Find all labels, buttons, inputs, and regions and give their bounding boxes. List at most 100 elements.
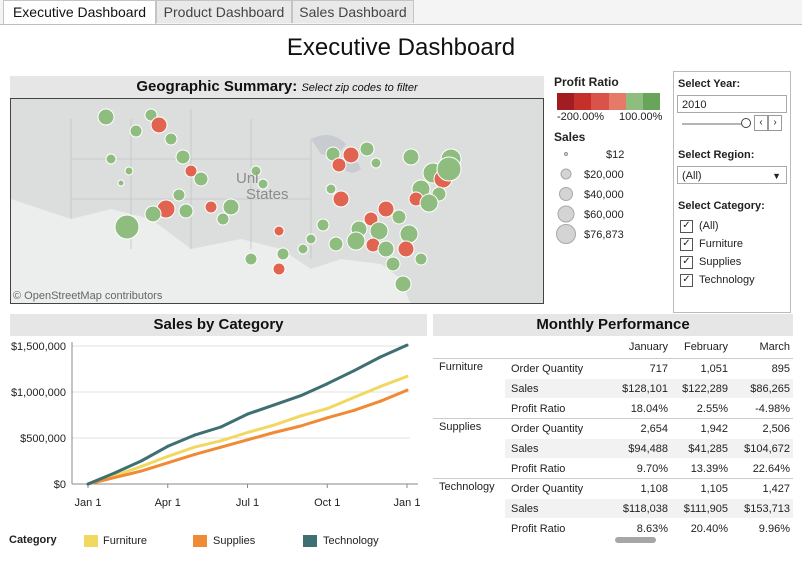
tab-executive-dashboard[interactable]: Executive Dashboard [3, 0, 156, 24]
data-point-supplies[interactable] [378, 399, 382, 403]
zip-bubble[interactable] [97, 108, 115, 126]
zip-bubble[interactable] [129, 124, 143, 138]
prev-year-button[interactable]: ‹ [754, 115, 768, 131]
zip-bubble[interactable] [399, 224, 419, 244]
year-input[interactable]: 2010 [677, 95, 787, 113]
supplies-swatch[interactable] [193, 535, 207, 547]
category-option-supplies[interactable]: ✓ Supplies [680, 253, 755, 271]
data-point-supplies[interactable] [166, 461, 170, 465]
data-point-technology[interactable] [246, 412, 249, 416]
data-point-supplies[interactable] [139, 469, 143, 473]
zip-bubble[interactable] [436, 156, 462, 182]
zip-bubble[interactable] [144, 108, 158, 122]
category-option-furniture[interactable]: ✓ Furniture [680, 235, 755, 253]
data-point-technology[interactable] [325, 382, 329, 386]
zip-bubble[interactable] [297, 243, 309, 255]
data-point-furniture[interactable] [299, 414, 303, 418]
zip-bubble[interactable] [385, 256, 401, 272]
data-point-supplies[interactable] [272, 430, 276, 434]
zip-bubble[interactable] [419, 193, 439, 213]
zip-bubble[interactable] [272, 262, 286, 276]
category-option-technology[interactable]: ✓ Technology [680, 271, 755, 289]
map-view[interactable]: Uni States © OpenStreetMap contributors [10, 98, 544, 304]
technology-swatch[interactable] [303, 535, 317, 547]
zip-bubble[interactable] [250, 165, 262, 177]
data-point-technology[interactable] [378, 355, 382, 359]
data-point-technology[interactable] [405, 343, 409, 347]
data-point-furniture[interactable] [325, 407, 329, 411]
data-point-supplies[interactable] [405, 388, 409, 392]
zip-bubble[interactable] [328, 236, 344, 252]
profit-ramp-swatch[interactable] [557, 93, 575, 110]
map-attribution[interactable]: © OpenStreetMap contributors [13, 290, 163, 302]
zip-bubble[interactable] [397, 240, 415, 258]
year-slider-handle[interactable] [741, 118, 751, 128]
zip-bubble[interactable] [332, 190, 350, 208]
zip-bubble[interactable] [370, 157, 382, 169]
zip-bubble[interactable] [273, 225, 285, 237]
category-option-all[interactable]: ✓ (All) [680, 217, 755, 235]
zip-bubble[interactable] [184, 164, 198, 178]
zip-bubble[interactable] [377, 240, 395, 258]
data-point-technology[interactable] [192, 433, 196, 437]
checkbox-checked-icon[interactable]: ✓ [680, 237, 693, 251]
zip-bubble[interactable] [244, 252, 258, 266]
zip-bubble[interactable] [144, 205, 162, 223]
zip-bubble[interactable] [331, 157, 347, 173]
table-scrollbar[interactable] [615, 537, 656, 543]
tab-sales-dashboard[interactable]: Sales Dashboard [292, 0, 414, 23]
data-point-furniture[interactable] [272, 423, 276, 427]
zip-bubble[interactable] [359, 141, 375, 157]
data-point-supplies[interactable] [352, 408, 356, 412]
zip-bubble[interactable] [305, 233, 317, 245]
zip-bubble[interactable] [124, 166, 134, 176]
profit-color-ramp[interactable] [557, 93, 661, 110]
data-point-furniture[interactable] [352, 396, 356, 400]
profit-ramp-swatch[interactable] [625, 93, 643, 110]
sales-line-chart[interactable]: $1,500,000 $1,000,000 $500,000 $0 Jan 1 Apr 1… [0, 336, 430, 516]
data-point-furniture[interactable] [192, 445, 196, 449]
data-point-supplies[interactable] [113, 476, 117, 480]
zip-bubble[interactable] [346, 231, 366, 251]
checkbox-checked-icon[interactable]: ✓ [680, 273, 693, 287]
data-point-technology[interactable] [299, 394, 303, 398]
zip-bubble[interactable] [414, 252, 428, 266]
zip-bubble[interactable] [164, 132, 178, 146]
zip-bubble[interactable] [216, 212, 230, 226]
data-point-technology[interactable] [272, 403, 276, 407]
zip-bubble[interactable] [342, 146, 360, 164]
data-point-furniture[interactable] [166, 454, 170, 458]
data-point-furniture[interactable] [246, 430, 249, 434]
zip-bubble[interactable] [193, 171, 209, 187]
zip-bubble[interactable] [316, 218, 330, 232]
zip-bubble[interactable] [377, 200, 395, 218]
zip-bubble[interactable] [105, 153, 117, 165]
series-line-furniture[interactable] [87, 374, 408, 486]
data-point-technology[interactable] [113, 471, 117, 475]
zip-bubble[interactable] [175, 149, 191, 165]
zip-bubble[interactable] [276, 247, 290, 261]
zip-bubble[interactable] [391, 209, 407, 225]
zip-bubble[interactable] [257, 178, 269, 190]
profit-ramp-swatch[interactable] [591, 93, 609, 110]
zip-bubble[interactable] [394, 275, 412, 293]
region-select[interactable]: (All) ▼ [677, 166, 787, 184]
data-point-furniture[interactable] [139, 465, 143, 469]
zip-bubble[interactable] [222, 198, 240, 216]
data-point-supplies[interactable] [246, 438, 249, 442]
data-point-technology[interactable] [219, 425, 223, 429]
furniture-swatch[interactable] [84, 535, 98, 547]
zip-bubble[interactable] [150, 116, 168, 134]
year-slider-track[interactable] [682, 123, 748, 125]
zip-bubble[interactable] [369, 221, 389, 241]
zip-bubble[interactable] [172, 188, 186, 202]
data-point-technology[interactable] [86, 482, 90, 486]
map-canvas[interactable]: Uni States [11, 99, 544, 304]
checkbox-checked-icon[interactable]: ✓ [680, 219, 693, 233]
data-point-supplies[interactable] [192, 453, 196, 457]
tab-product-dashboard[interactable]: Product Dashboard [156, 0, 292, 23]
data-point-technology[interactable] [139, 459, 143, 463]
data-point-supplies[interactable] [219, 445, 223, 449]
zip-bubble[interactable] [325, 183, 337, 195]
checkbox-checked-icon[interactable]: ✓ [680, 255, 693, 269]
